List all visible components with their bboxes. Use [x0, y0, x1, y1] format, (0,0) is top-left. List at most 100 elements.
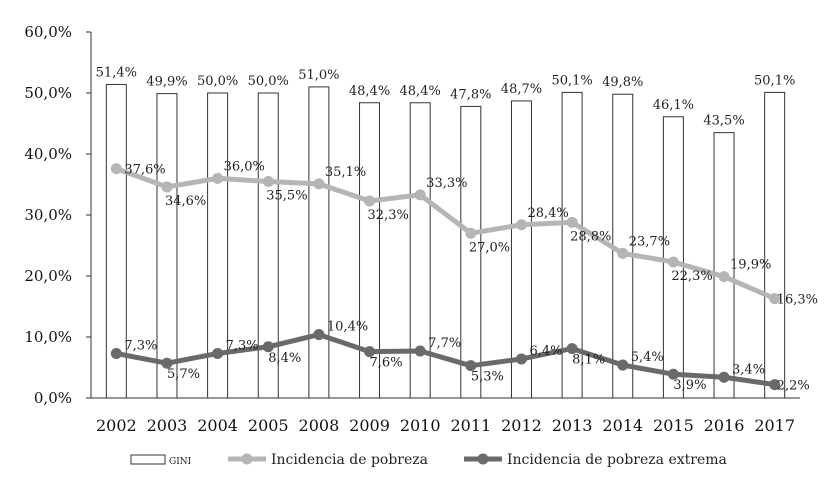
gini-bar: [156, 93, 178, 399]
pobreza-data-label: 28,8%: [570, 229, 611, 244]
gini-bar: [257, 92, 279, 399]
x-tick-label: 2012: [501, 416, 542, 435]
gini-bar: [764, 91, 786, 399]
pobreza-data-label: 16,3%: [777, 293, 818, 308]
legend: GINI Incidencia de pobreza Incidencia de…: [130, 452, 727, 468]
pobreza-extrema-point: [414, 345, 426, 357]
pobreza-extrema-point: [110, 347, 122, 359]
pobreza-data-label: 33,3%: [426, 176, 467, 191]
gini-bar: [713, 132, 735, 399]
pobreza-data-label: 23,7%: [629, 234, 670, 249]
gini-data-label: 48,4%: [349, 84, 390, 99]
pobreza-extrema-data-label: 8,1%: [572, 353, 605, 368]
pobreza-point: [566, 216, 578, 228]
pobreza-point: [465, 227, 477, 239]
series-lines: [110, 163, 781, 391]
pobreza-extrema-data-label: 5,7%: [167, 367, 200, 382]
pobreza-point: [262, 175, 274, 187]
gini-data-label: 48,4%: [400, 84, 441, 99]
gini-data-label: 50,0%: [248, 74, 289, 89]
pobreza-point: [212, 172, 224, 184]
pobreza-extrema-data-label: 7,3%: [226, 338, 259, 353]
pobreza-extrema-point: [769, 379, 781, 391]
x-tick-label: 2015: [653, 416, 694, 435]
gini-bar: [308, 86, 330, 399]
pobreza-data-label: 37,6%: [124, 163, 165, 178]
pobreza-extrema-point: [161, 357, 173, 369]
pobreza-extrema-line: [113, 332, 778, 388]
y-tick-label: 50,0%: [24, 84, 72, 102]
pobreza-data-label: 28,4%: [527, 206, 568, 221]
gini-bar: [359, 102, 381, 399]
pobreza-extrema-point: [718, 371, 730, 383]
pobreza-data-label: 34,6%: [165, 194, 206, 209]
y-tick-label: 60,0%: [24, 23, 72, 41]
gini-bar: [460, 105, 482, 399]
gini-bar: [105, 83, 127, 399]
x-tick-label: 2010: [400, 416, 441, 435]
pobreza-extrema-point: [212, 347, 224, 359]
pobreza-data-label: 35,5%: [266, 188, 307, 203]
pobreza-data-label: 36,0%: [224, 159, 265, 174]
gini-data-label: 49,9%: [146, 75, 187, 90]
y-tick-label: 0,0%: [34, 389, 72, 407]
x-tick-label: 2004: [197, 416, 238, 435]
pobreza-point: [718, 271, 730, 283]
legend-swatch-gini: [130, 454, 166, 465]
pobreza-point: [667, 256, 679, 268]
pobreza-point: [110, 163, 122, 175]
pobreza-extrema-data-label: 7,7%: [428, 336, 461, 351]
pobreza-extrema-point: [465, 360, 477, 372]
x-tick-label: 2005: [248, 416, 289, 435]
pobreza-data-label: 27,0%: [469, 240, 510, 255]
legend-label-pobreza: Incidencia de pobreza: [271, 452, 428, 468]
x-tick-label: 2016: [704, 416, 745, 435]
pobreza-extrema-data-label: 7,3%: [124, 338, 157, 353]
pobreza-extrema-data-label: 5,3%: [471, 370, 504, 385]
pobreza-extrema-point: [667, 368, 679, 380]
gini-data-label: 51,4%: [96, 65, 137, 80]
pobreza-line: [113, 166, 778, 302]
pobreza-extrema-data-label: 3,4%: [732, 362, 765, 377]
x-tick-label: 2014: [602, 416, 643, 435]
legend-label-pobreza-extrema: Incidencia de pobreza extrema: [507, 452, 727, 468]
pobreza-point: [769, 293, 781, 305]
y-tick-label: 30,0%: [24, 206, 72, 224]
y-tick-label: 10,0%: [24, 328, 72, 346]
pobreza-point: [313, 178, 325, 190]
pobreza-extrema-point: [364, 346, 376, 358]
pobreza-point: [414, 189, 426, 201]
pobreza-extrema-point: [313, 329, 325, 341]
x-tick-label: 2003: [147, 416, 188, 435]
pobreza-extrema-point: [617, 359, 629, 371]
gini-bars: [105, 83, 786, 399]
gini-data-label: 46,1%: [653, 98, 694, 113]
pobreza-point: [161, 181, 173, 193]
pobreza-point: [515, 219, 527, 231]
pobreza-extrema-data-label: 8,4%: [268, 351, 301, 366]
data-labels: 51,4% 49,9% 50,0% 50,0% 51,0% 48,4% 48,4% 47,8%…: [96, 65, 818, 393]
x-tick-label: 2013: [552, 416, 593, 435]
gini-data-label: 50,1%: [754, 73, 795, 88]
pobreza-data-label: 19,9%: [730, 258, 771, 273]
pobreza-data-label: 35,1%: [325, 165, 366, 180]
gini-data-label: 48,7%: [501, 82, 542, 97]
gini-data-label: 43,5%: [703, 114, 744, 129]
legend-label-gini: GINI: [169, 457, 192, 467]
x-tick-label: 2017: [754, 416, 795, 435]
x-tick-label: 2009: [349, 416, 390, 435]
gini-bar: [207, 92, 229, 399]
x-tick-label: 2011: [450, 416, 491, 435]
pobreza-extrema-data-label: 7,6%: [370, 356, 403, 371]
gini-bar: [409, 102, 431, 399]
x-tick-label: 2008: [299, 416, 340, 435]
pobreza-point: [364, 195, 376, 207]
gini-data-label: 49,8%: [602, 75, 643, 90]
gini-data-label: 50,0%: [197, 74, 238, 89]
pobreza-extrema-data-label: 2,2%: [777, 379, 810, 394]
pobreza-extrema-data-label: 3,9%: [673, 378, 706, 393]
pobreza-extrema-data-label: 10,4%: [327, 320, 368, 335]
legend-marker-pobreza-extrema: [477, 453, 489, 465]
pobreza-extrema-point: [566, 343, 578, 355]
